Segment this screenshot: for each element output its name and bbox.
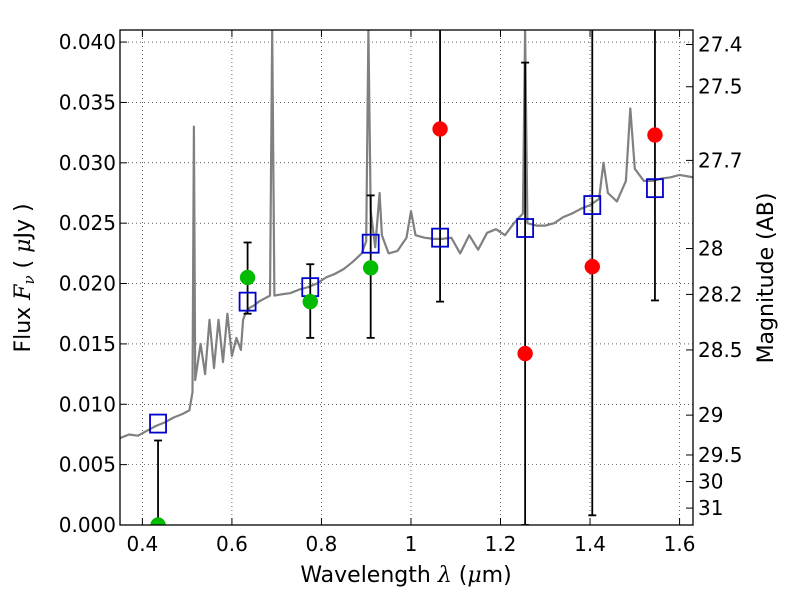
y2-tick-label: 30 [698,470,723,494]
x-tick-label: 1.2 [485,532,517,556]
y2-tick-label: 27.4 [698,32,743,56]
y-tick-label: 0.005 [59,453,116,477]
y2-tick-label: 28.5 [698,338,743,362]
x-axis-label-unit: ( [452,563,468,588]
y2-tick-label: 31 [698,496,723,520]
grid [120,30,693,526]
red-point [584,258,601,275]
y2-axis-label: Magnitude (AB) [754,193,779,364]
y2-tick-label: 27.7 [698,148,743,172]
y2-tick-label: 28.2 [698,282,743,306]
y-axis-label-text: Flux [11,300,36,353]
x-axis-label: Wavelength λ (μm) [300,563,511,588]
y-tick-label: 0.040 [59,30,116,54]
x-axis-label-m: m) [482,563,512,588]
y2-tick-label: 29.5 [698,443,743,467]
red-point [647,127,663,143]
x-tick-label: 1 [405,532,418,556]
model-square [516,218,535,238]
y-tick-label: 0.020 [59,272,116,296]
y-tick-label: 0.015 [59,332,116,356]
y-tick-label: 0.035 [59,90,116,114]
red-point [432,121,448,137]
y-axis-label-f: F [11,284,36,301]
model-square [583,195,602,215]
model-square [149,413,167,434]
y2-tick-label: 27.5 [698,75,743,99]
green-point [150,517,166,525]
model-square [646,178,664,199]
x-tick-label: 0.6 [216,532,248,556]
y-axis-label-nu: ν [20,275,38,284]
red-point [517,345,533,362]
green-point [302,293,319,310]
green-point [239,269,256,286]
y2-tick-label: 29 [698,403,723,427]
y-tick-label: 0.000 [59,513,116,537]
green-point [362,260,379,276]
x-axis-label-lambda: λ [437,563,452,588]
y-tick-label: 0.025 [59,211,116,235]
model-square [431,227,449,248]
y-axis-label-unit: Jy ) [11,203,36,240]
x-axis-label-mu: μ [467,563,481,588]
y-tick-label: 0.010 [59,392,116,416]
plot-frame [119,29,694,526]
x-tick-label: 1.4 [574,532,606,556]
ticks: 0.4 0.6 0.8 1 1.2 1.4 1.6 0.000 0.005 0.010 0.015 0… [59,30,743,556]
spectrum-line [120,30,693,440]
y-tick-label: 0.030 [59,151,116,175]
y2-tick-label: 28 [698,237,723,261]
model-square [238,291,257,312]
plot-area [120,30,693,525]
x-tick-label: 1.6 [664,532,696,556]
x-tick-label: 0.4 [126,532,158,556]
y-axis-label: Flux Fν ( μJy ) [11,203,38,352]
x-tick-label: 0.8 [306,532,338,556]
y-axis-label-mu: μ [11,239,36,253]
x-axis-label-text: Wavelength [300,563,438,588]
y-axis-label-open: ( [11,253,36,276]
model-square [361,233,380,254]
